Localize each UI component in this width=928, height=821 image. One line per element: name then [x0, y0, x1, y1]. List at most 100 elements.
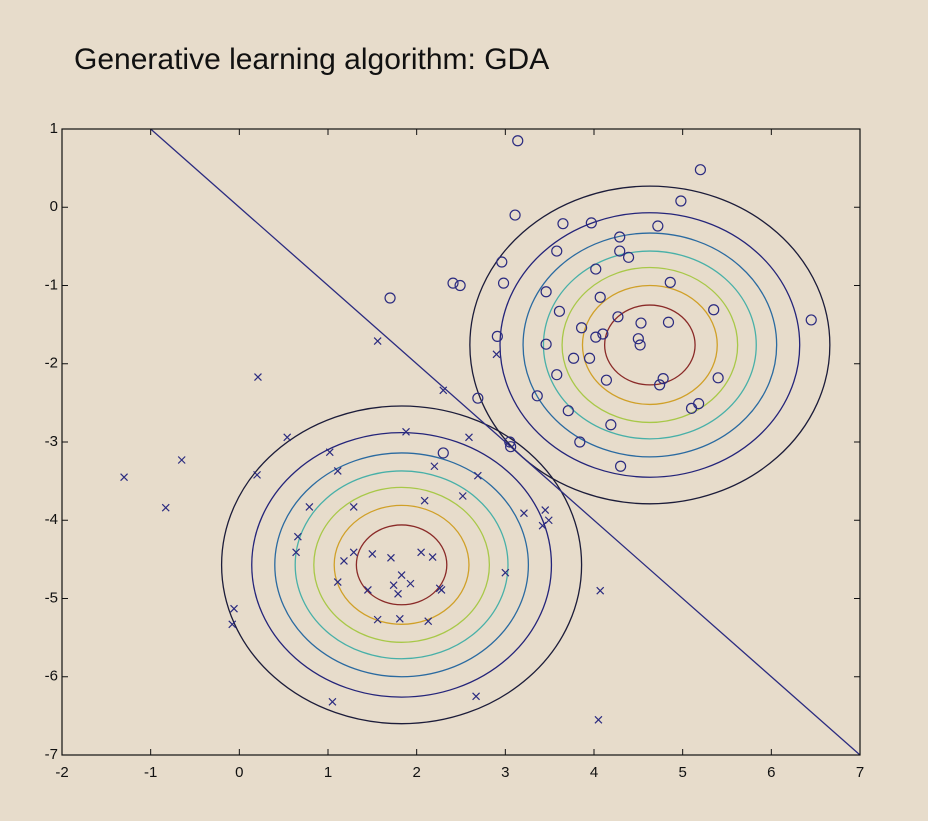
circle-point [632, 333, 644, 345]
x-tick-label: 5 [678, 764, 686, 781]
circle-point [553, 305, 566, 317]
circle-point [597, 328, 609, 340]
plot-area [120, 129, 860, 755]
circle-point [454, 279, 466, 292]
contour [561, 266, 739, 424]
x-tick-label: 6 [767, 764, 775, 781]
cross-point [397, 571, 406, 579]
x-tick-label: 4 [590, 764, 598, 781]
cross-point [406, 579, 415, 588]
cross-point [305, 503, 314, 511]
circle-point [531, 390, 543, 402]
circle-point [662, 316, 675, 328]
circle-point [540, 338, 552, 350]
cross-point [465, 433, 473, 442]
circle-point [657, 373, 669, 385]
cross-point [472, 692, 480, 701]
y-tick-label: -7 [45, 746, 58, 763]
cross-point [395, 614, 404, 623]
cross-point [501, 568, 510, 577]
circle-point [496, 256, 508, 268]
cross-point [596, 586, 605, 595]
circle-point [512, 135, 524, 147]
circle-point [675, 195, 687, 207]
cross-point [424, 617, 433, 626]
circle-point [805, 314, 817, 326]
y-tick-label: -5 [45, 589, 58, 606]
contour [499, 212, 801, 478]
cross-point [333, 467, 342, 475]
y-tick-label: -3 [45, 433, 58, 450]
cross-point [428, 553, 437, 561]
contour [355, 524, 448, 606]
contour [294, 470, 509, 660]
cross-point [349, 548, 358, 557]
cross-point [439, 386, 448, 395]
x-tick-label: 7 [856, 764, 864, 781]
circle-point [654, 379, 666, 391]
y-tick-label: 1 [50, 120, 58, 137]
circle-point [590, 331, 602, 343]
circle-point [472, 392, 484, 404]
circle-point [594, 291, 606, 303]
contour [542, 250, 757, 440]
circle-point [635, 317, 647, 329]
cross-point [228, 620, 237, 629]
plot-frame [61, 128, 861, 756]
circle-point [447, 277, 459, 289]
circle-point [614, 231, 626, 243]
circle-point [504, 436, 516, 448]
circle-point [505, 441, 517, 453]
cross-point [389, 581, 398, 590]
cross-point [420, 496, 429, 505]
cross-point [544, 516, 553, 525]
cross-point [368, 549, 377, 558]
cross-point [363, 585, 372, 594]
cross-point [402, 427, 410, 436]
circle-point [712, 372, 724, 384]
cross-point [387, 553, 395, 562]
contour [603, 304, 696, 386]
cross-point [430, 462, 439, 471]
contour [251, 431, 553, 698]
circle-point [605, 419, 617, 431]
cross-point [340, 557, 348, 565]
circle-point [437, 447, 449, 459]
cross-point [325, 448, 334, 457]
cross-point [283, 433, 292, 442]
cross-point [373, 615, 382, 624]
circle-point [540, 286, 552, 298]
circle-point [551, 369, 563, 381]
cross-point [373, 337, 382, 345]
cross-point [328, 697, 337, 706]
circle-point [568, 352, 580, 364]
cross-point [177, 456, 186, 464]
contour [274, 452, 530, 678]
cross-point [437, 585, 446, 594]
contour [220, 405, 583, 725]
circle-point [614, 245, 626, 257]
x-tick-label: 3 [501, 764, 509, 781]
circle-point [562, 405, 574, 417]
circle-point [612, 311, 624, 323]
circle-point [708, 304, 720, 316]
circle-point [509, 209, 521, 221]
cross-point [458, 492, 467, 500]
x-tick-label: -2 [55, 764, 68, 781]
circle-point [652, 220, 664, 232]
y-tick-label: -1 [45, 276, 58, 293]
circle-point [491, 330, 503, 342]
circle-point [551, 245, 563, 257]
y-tick-label: 0 [50, 198, 58, 215]
circle-point [590, 263, 602, 275]
contour [581, 284, 718, 406]
circle-point [664, 276, 676, 288]
circle-point [614, 460, 627, 472]
cross-point [520, 509, 528, 518]
contour [313, 486, 491, 643]
cross-point [492, 350, 501, 359]
circle-point [557, 218, 569, 230]
